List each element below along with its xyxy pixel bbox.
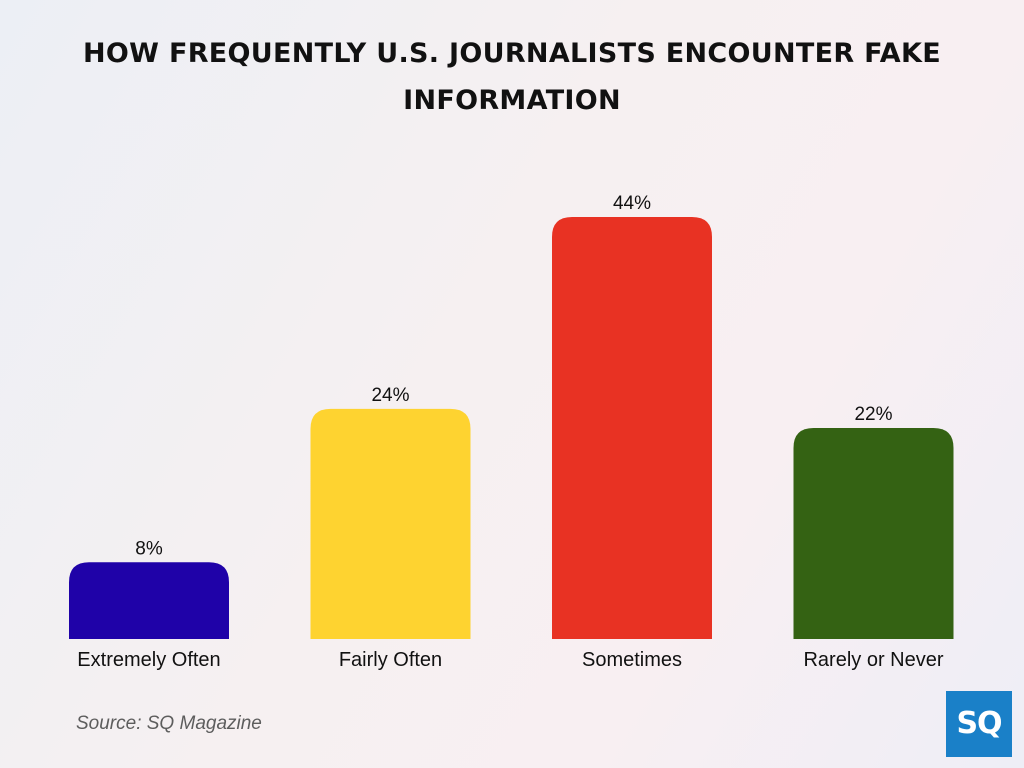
bar-sometimes [552, 217, 712, 639]
value-label: 24% [371, 385, 409, 406]
chart-title: HOW FREQUENTLY U.S. JOURNALISTS ENCOUNTE… [83, 38, 941, 116]
category-label: Fairly Often [339, 649, 442, 671]
category-label: Extremely Often [77, 649, 220, 671]
bar-extremely-often [69, 562, 229, 639]
source-note: Source: SQ Magazine [76, 713, 262, 734]
bar-rarely-or-never [793, 428, 954, 639]
bar-fairly-often [310, 408, 471, 639]
sq-magazine-logo: SQ [946, 691, 1012, 757]
category-label: Sometimes [582, 649, 682, 671]
value-label: 22% [854, 404, 892, 425]
category-label: Rarely or Never [803, 649, 943, 671]
value-label: 8% [135, 538, 163, 559]
value-label: 44% [613, 193, 651, 214]
